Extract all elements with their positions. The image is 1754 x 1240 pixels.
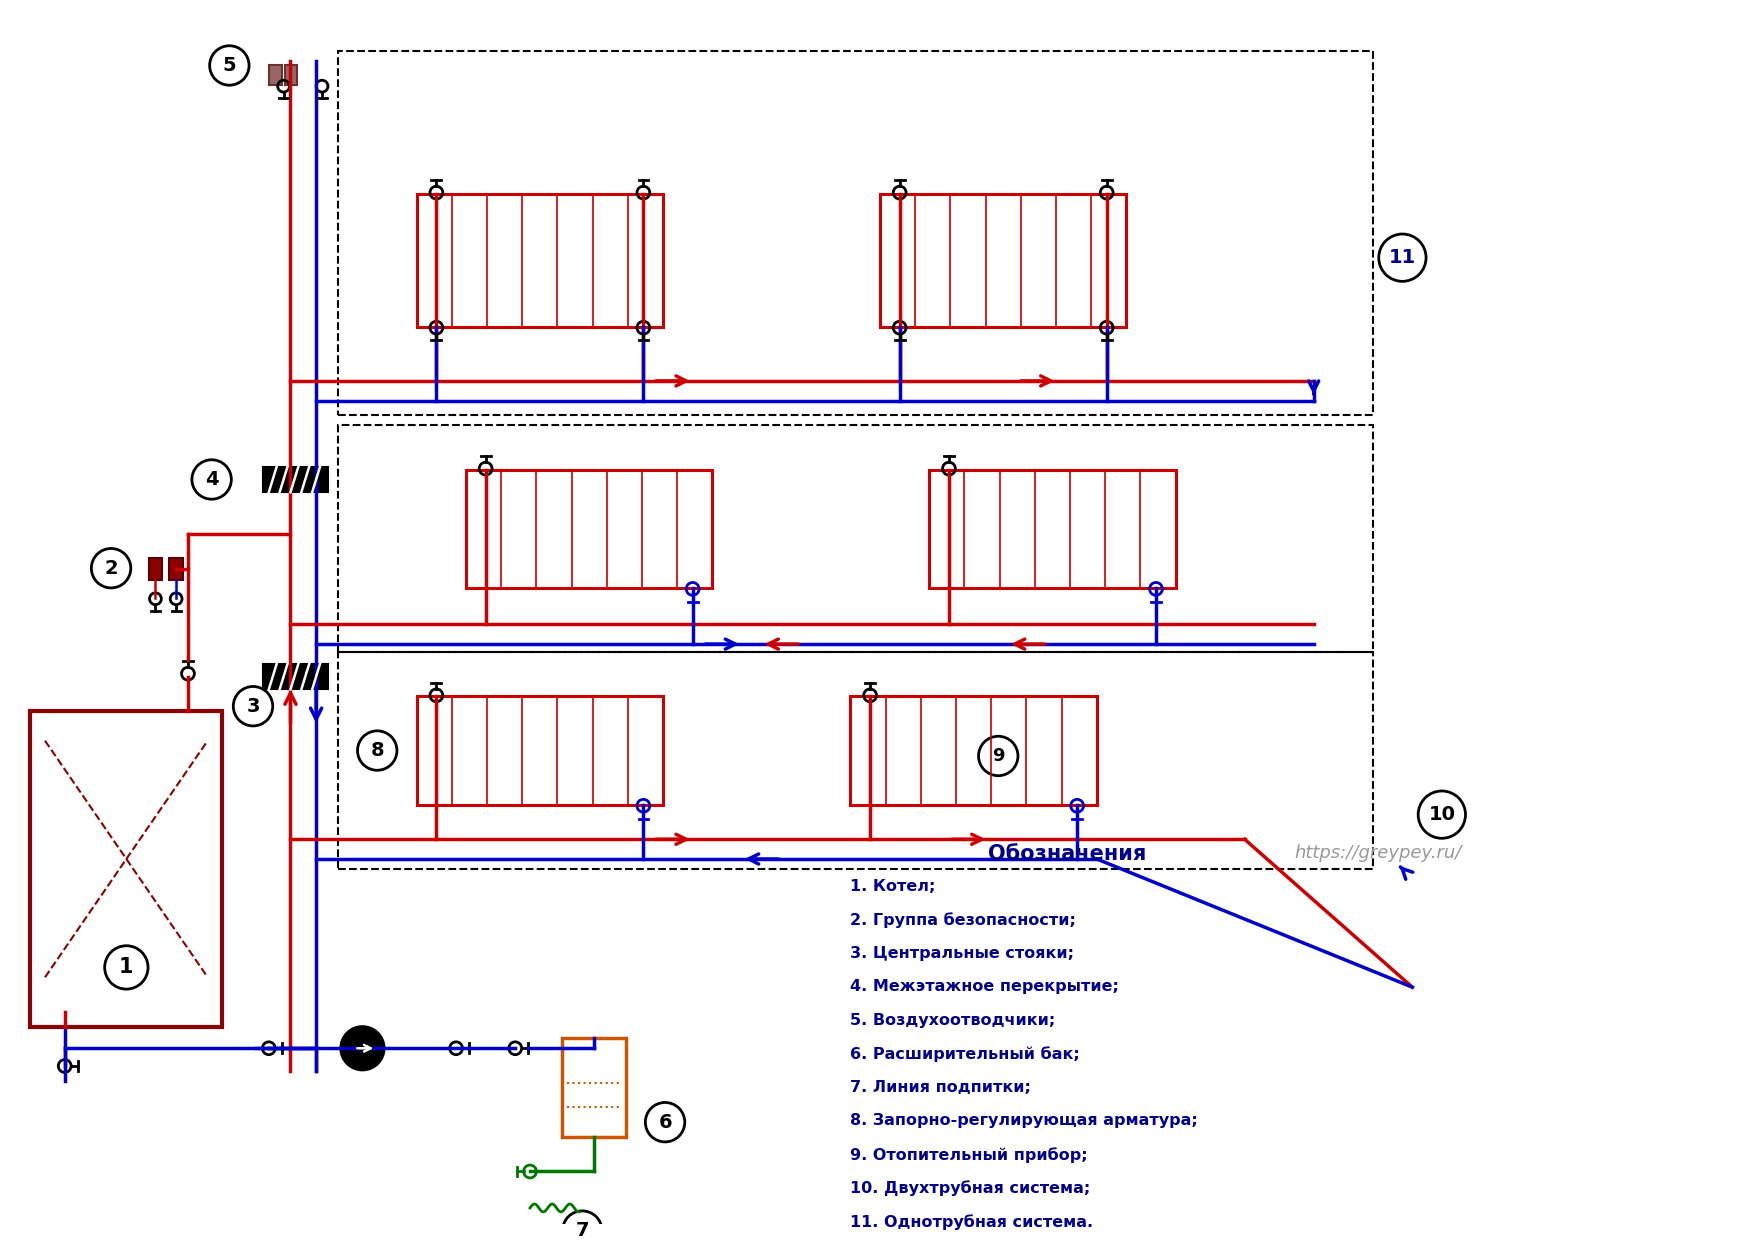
Bar [881,193,1126,326]
Bar [417,193,663,326]
Text: 2. Группа безопасности;: 2. Группа безопасности; [851,913,1077,928]
Text: 1: 1 [119,957,133,977]
Bar [339,425,1373,652]
Text: 8: 8 [370,742,384,760]
Text: 3. Центральные стояки;: 3. Центральные стояки; [851,946,1075,961]
Text: 8. Запорно-регулирующая арматура;: 8. Запорно-регулирующая арматура; [851,1114,1198,1128]
Bar [851,697,1096,805]
Text: 5. Воздухоотводчики;: 5. Воздухоотводчики; [851,1013,1056,1028]
Text: 6: 6 [658,1112,672,1132]
Text: 9. Отопительный прибор;: 9. Отопительный прибор; [851,1147,1087,1163]
Bar [561,1038,626,1137]
Text: 10. Двухтрубная система;: 10. Двухтрубная система; [851,1180,1091,1197]
Text: 7: 7 [575,1221,589,1240]
Bar [339,652,1373,869]
Text: Обозначения: Обозначения [988,844,1147,864]
Text: 5: 5 [223,56,237,74]
Bar [417,697,663,805]
Bar [263,663,328,689]
Bar [168,558,182,580]
Text: 4: 4 [205,470,219,489]
Text: 1. Котел;: 1. Котел; [851,879,937,894]
Bar [263,466,328,492]
Bar [149,558,163,580]
Bar [268,66,282,86]
Text: 9: 9 [993,746,1005,765]
Text: 11: 11 [1389,248,1415,267]
Text: 4. Межэтажное перекрытие;: 4. Межэтажное перекрытие; [851,980,1119,994]
Bar [930,470,1175,588]
Text: 11. Однотрубная система.: 11. Однотрубная система. [851,1214,1093,1230]
Bar [284,66,298,86]
Text: https://greypey.ru/: https://greypey.ru/ [1294,844,1461,862]
Text: 7. Линия подпитки;: 7. Линия подпитки; [851,1080,1031,1095]
Bar [339,51,1373,415]
Text: 6. Расширительный бак;: 6. Расширительный бак; [851,1047,1080,1061]
Text: 3: 3 [246,697,260,715]
Bar [467,470,712,588]
Bar [30,711,223,1027]
Text: 10: 10 [1428,805,1456,825]
Text: 2: 2 [103,559,118,578]
Circle shape [340,1027,384,1070]
